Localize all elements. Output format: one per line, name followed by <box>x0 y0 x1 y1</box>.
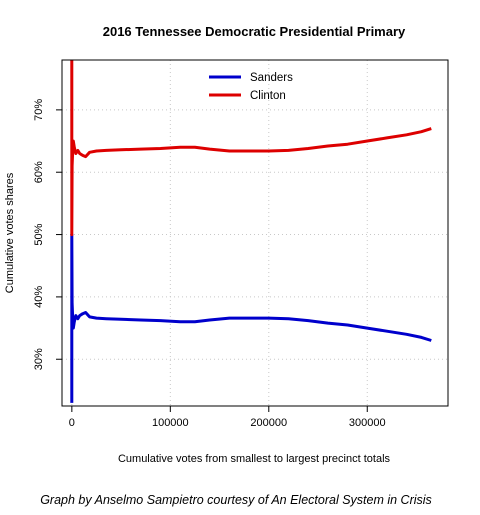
y-axis: 30% 40% 50% 60% 70% <box>33 99 62 370</box>
credit-caption: Graph by Anselmo Sampietro courtesy of A… <box>40 493 432 507</box>
y-tick-label: 40% <box>33 286 45 308</box>
y-axis-label: Cumulative votes shares <box>4 172 16 293</box>
y-tick-label: 30% <box>33 348 45 370</box>
legend: Sanders Clinton <box>209 72 293 102</box>
legend-label: Sanders <box>250 72 293 84</box>
y-tick-label: 50% <box>33 223 45 245</box>
legend-label: Clinton <box>250 90 286 102</box>
series-line-sanders <box>70 233 432 403</box>
x-axis: 0 100000 200000 300000 <box>69 406 386 429</box>
series-lines <box>70 60 432 403</box>
series-line-clinton <box>70 60 432 237</box>
x-tick-label: 0 <box>69 417 75 429</box>
plot-area-frame <box>61 59 449 407</box>
x-tick-label: 200000 <box>250 417 287 429</box>
chart-title: 2016 Tennessee Democratic Presidential P… <box>103 24 406 39</box>
x-axis-label: Cumulative votes from smallest to larges… <box>118 453 391 465</box>
y-tick-label: 70% <box>33 99 45 121</box>
x-tick-label: 300000 <box>349 417 386 429</box>
x-tick-label: 100000 <box>152 417 189 429</box>
y-tick-label: 60% <box>33 161 45 183</box>
grid <box>62 60 448 406</box>
